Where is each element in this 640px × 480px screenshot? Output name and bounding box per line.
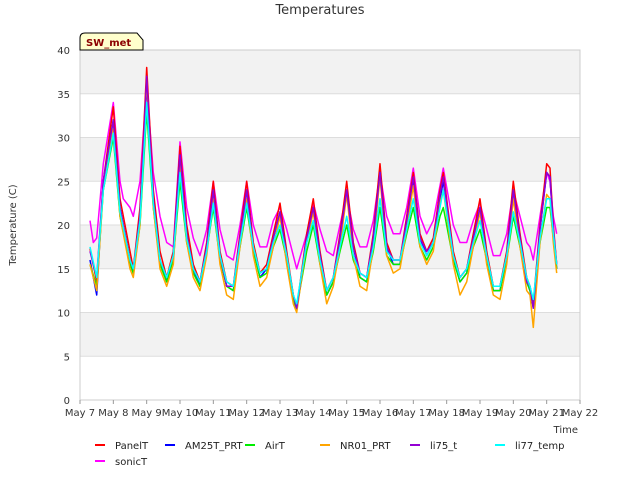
x-tick-label: May 8: [98, 408, 128, 419]
x-tick-label: May 9: [132, 408, 162, 419]
legend-label: sonicT: [115, 457, 148, 468]
band: [80, 137, 580, 182]
band: [80, 312, 580, 357]
plot-frame: [79, 49, 581, 401]
x-tick-label: May 22: [562, 408, 599, 419]
badge-label: SW_met: [86, 38, 131, 49]
x-tick-label: May 12: [228, 408, 265, 419]
y-tick-label: 25: [57, 177, 70, 188]
y-tick-label: 40: [57, 46, 70, 57]
legend-label: AM25T_PRT: [185, 441, 244, 452]
y-tick-label: 30: [57, 134, 70, 145]
background-bands: [80, 50, 580, 357]
legend-label: NR01_PRT: [340, 441, 391, 452]
y-tick-label: 20: [57, 221, 70, 232]
y-tick-label: 0: [64, 396, 70, 407]
y-tick-label: 10: [57, 309, 70, 320]
legend-label: AirT: [265, 441, 286, 452]
plot-lines: [89, 66, 558, 329]
series-line-li77_temp: [89, 101, 558, 305]
legend: PanelT AM25T_PRT AirT NR01_PRT li75_t li77_te…: [95, 441, 564, 468]
sw-met-badge: SW_met: [79, 32, 144, 51]
x-tick-label: May 21: [528, 408, 565, 419]
x-tick-label: May 13: [262, 408, 299, 419]
x-tick-label: May 18: [428, 408, 465, 419]
series-line-NR01_PRT: [89, 79, 558, 329]
x-axis-label: Time: [553, 425, 578, 436]
x-tick-label: May 10: [162, 408, 199, 419]
x-tick-label: May 17: [395, 408, 432, 419]
x-tick-label: May 15: [328, 408, 365, 419]
y-tick-label: 5: [64, 352, 70, 363]
legend-label: li75_t: [430, 441, 457, 452]
y-axis-ticks: 0 5 10 15 20 25 30 35 40: [57, 46, 70, 407]
x-tick-label: May 20: [495, 408, 532, 419]
badge-shape: [79, 32, 144, 51]
chart-title: Temperatures: [274, 3, 364, 18]
x-tick-label: May 19: [462, 408, 499, 419]
band: [80, 50, 580, 94]
x-tick-label: May 7: [65, 408, 95, 419]
x-tick-label: May 16: [362, 408, 399, 419]
x-tick-label: May 14: [295, 408, 332, 419]
legend-label: PanelT: [115, 441, 149, 452]
series-line-sonicT: [89, 84, 558, 270]
y-tick-label: 15: [57, 265, 70, 276]
y-tick-label: 35: [57, 90, 70, 101]
y-axis-label: Temperature (C): [8, 184, 19, 266]
x-tick-label: May 11: [195, 408, 232, 419]
legend-label: li77_temp: [515, 441, 564, 452]
